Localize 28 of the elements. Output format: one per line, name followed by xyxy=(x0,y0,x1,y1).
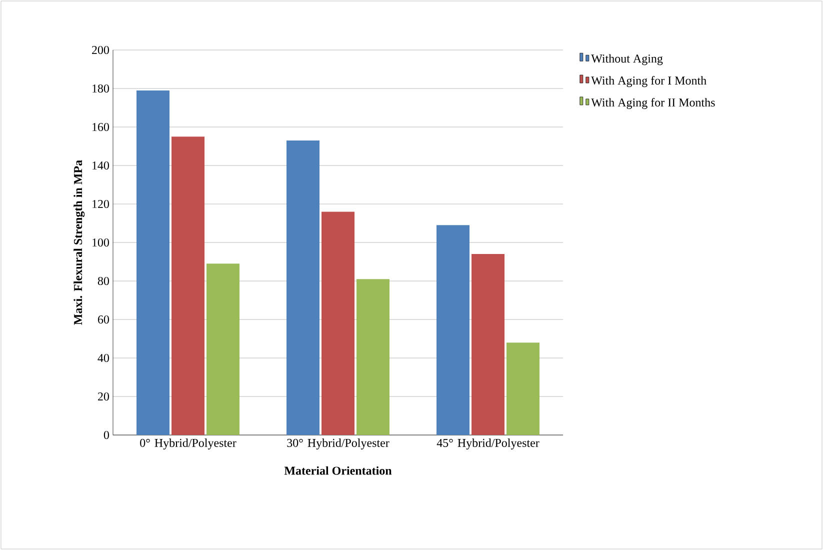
y-tick-label: 40 xyxy=(98,354,110,362)
y-tick-label: 160 xyxy=(92,122,110,132)
bar xyxy=(356,279,390,435)
y-tick-label: 100 xyxy=(92,238,110,247)
y-tick-label: 20 xyxy=(98,392,110,401)
bar xyxy=(472,254,505,435)
x-axis-title: Material Orientation xyxy=(284,466,392,475)
bar xyxy=(436,225,470,435)
legend-label: With Aging for II Months xyxy=(591,98,715,110)
bar xyxy=(172,136,204,435)
bar xyxy=(506,342,540,435)
y-tick-label: 0 xyxy=(104,430,110,440)
bar xyxy=(136,90,170,435)
legend-label: With Aging for I Month xyxy=(591,76,706,88)
bar xyxy=(206,264,240,435)
x-tick-label: 30° Hybrid/Polyester xyxy=(287,438,390,450)
legend-label: Without Aging xyxy=(591,54,663,66)
y-tick-label: 80 xyxy=(98,276,110,286)
x-tick-label: 45° Hybrid/Polyester xyxy=(436,438,540,450)
x-tick-label: 0° Hybrid/Polyester xyxy=(140,438,236,450)
y-tick-label: 120 xyxy=(92,200,110,208)
bar xyxy=(286,140,320,435)
bar xyxy=(322,212,354,435)
y-axis-title: Maxi. Flexural Strength in MPa xyxy=(74,160,85,325)
y-tick-label: 200 xyxy=(92,46,110,54)
y-tick-label: 60 xyxy=(98,315,110,324)
y-tick-label: 180 xyxy=(92,84,110,93)
y-tick-label: 140 xyxy=(92,161,110,170)
